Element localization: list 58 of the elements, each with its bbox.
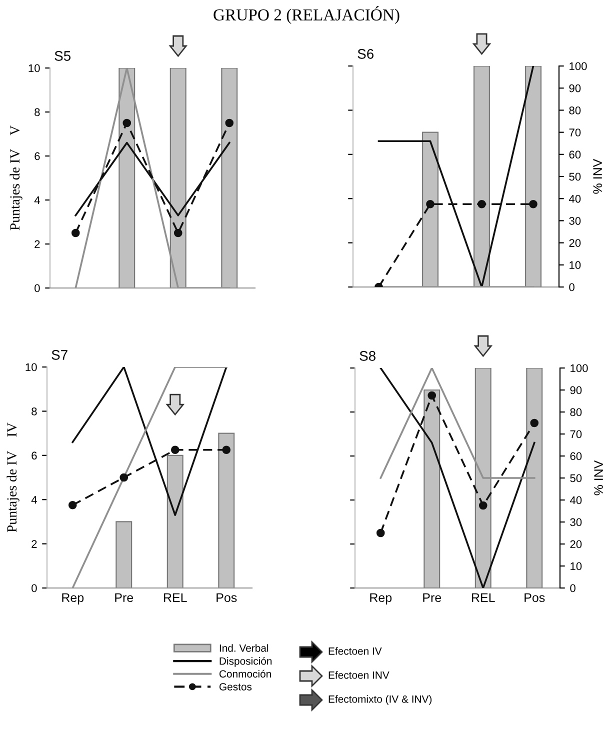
- y2-tick-label: 0: [570, 584, 576, 592]
- y2-tick-label: 60: [570, 452, 582, 460]
- chart-subtitle: S8: [360, 351, 376, 361]
- y2-tick-label: 40: [570, 496, 582, 504]
- x-tick-label: REL: [164, 593, 187, 602]
- y-axis-title: Puntajes de IV IV: [6, 422, 20, 532]
- y2-tick-label: 50: [569, 172, 581, 181]
- x-tick-label: REL: [472, 593, 495, 602]
- y-tick-label: 2: [34, 240, 40, 248]
- chart-subtitle: S7: [52, 350, 68, 360]
- y-tick-label: 0: [34, 284, 40, 292]
- y-tick-label: 8: [32, 407, 37, 416]
- legend-label: Gestos: [219, 683, 252, 690]
- y2-tick-label: 20: [570, 540, 582, 548]
- text: GRUPO 2 (RELAJACIÓN): [214, 6, 400, 24]
- y2-axis-title: % INV: [594, 460, 603, 496]
- y2-tick-label: 100: [570, 62, 587, 70]
- y2-tick-label: 30: [570, 518, 582, 526]
- y2-tick-label: 40: [568, 194, 581, 203]
- text: Efectoen IV: [328, 647, 382, 655]
- y-tick-label: 4: [31, 496, 37, 504]
- text: Efectoen INV: [328, 671, 390, 679]
- x-tick-label: Rep: [370, 593, 392, 605]
- y-tick-label: 8: [34, 108, 40, 116]
- y2-tick-label: 10: [570, 562, 582, 570]
- y2-tick-label: 80: [570, 408, 582, 416]
- x-tick-label: Pos: [216, 593, 237, 602]
- text: Efectomixto (IV & INV): [328, 695, 432, 705]
- chart-subtitle: S6: [358, 49, 374, 59]
- y2-tick-label: 0: [569, 283, 574, 292]
- legend-label: Ind. Verbal: [220, 644, 268, 652]
- x-tick-label: Pre: [115, 593, 134, 602]
- y2-tick-label: 20: [569, 239, 581, 247]
- y-tick-label: 10: [28, 64, 40, 72]
- y2-tick-label: 30: [569, 216, 581, 225]
- legend-label: Disposición: [220, 657, 272, 667]
- y-tick-label: 2: [32, 540, 37, 548]
- y2-tick-label: 10: [570, 261, 581, 270]
- legend-label: Conmoción: [219, 670, 271, 678]
- y2-tick-label: 100: [570, 364, 588, 372]
- y2-tick-label: 70: [570, 430, 582, 438]
- x-tick-label: Pos: [524, 593, 545, 602]
- y-tick-label: 10: [26, 363, 37, 372]
- y2-tick-label: 50: [570, 474, 582, 482]
- x-tick-label: Pre: [423, 593, 442, 602]
- y2-tick-label: 90: [569, 84, 581, 92]
- y-axis-title: Puntajes de IV V: [10, 126, 22, 230]
- y2-tick-label: 60: [569, 150, 581, 159]
- y-tick-label: 6: [34, 152, 40, 160]
- x-tick-label: Rep: [62, 593, 84, 605]
- y-tick-label: 0: [32, 584, 37, 592]
- chart-subtitle: S5: [54, 51, 71, 61]
- y2-tick-label: 90: [570, 386, 582, 394]
- y-tick-label: 4: [34, 196, 40, 204]
- y2-tick-label: 80: [569, 106, 581, 114]
- y-tick-label: 6: [32, 452, 37, 460]
- y2-tick-label: 70: [569, 128, 581, 136]
- y2-axis-title: % INV: [593, 158, 602, 194]
